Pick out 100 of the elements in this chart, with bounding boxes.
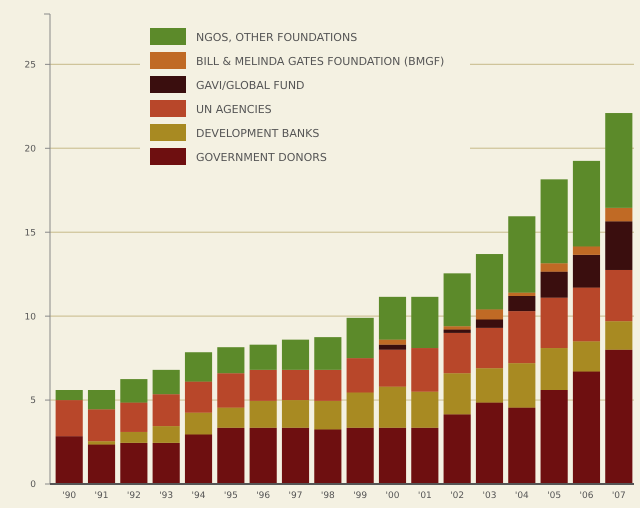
bar: [605, 321, 632, 350]
x-tick-label: '90: [62, 491, 76, 501]
y-tick-label: 20: [24, 144, 36, 154]
bar: [217, 428, 244, 484]
bar: [508, 296, 536, 312]
legend-label: GOVERNMENT DONORS: [196, 150, 327, 164]
x-tick-label: '06: [580, 491, 594, 501]
bar: [508, 311, 536, 364]
bar: [411, 348, 438, 392]
bar: [476, 254, 504, 310]
bar: [605, 350, 632, 484]
x-tick-label: '01: [418, 491, 432, 501]
bar: [378, 386, 406, 428]
bar: [217, 347, 244, 374]
bar: [282, 428, 310, 484]
bar: [572, 254, 600, 288]
bar: [56, 436, 83, 484]
bar: [572, 341, 600, 372]
bar: [88, 409, 116, 442]
bar: [378, 350, 406, 387]
bar: [540, 263, 568, 272]
bar: [250, 400, 277, 428]
bar: [184, 382, 212, 413]
x-tick-label: '93: [159, 491, 174, 501]
y-tick-label: 10: [24, 312, 36, 322]
bar: [152, 370, 180, 394]
y-tick-label: 15: [24, 228, 36, 238]
bar: [572, 246, 600, 255]
bar: [572, 288, 600, 342]
bar: [444, 414, 471, 484]
bar: [411, 392, 438, 428]
bar: [476, 368, 504, 403]
bar: [605, 270, 632, 322]
bar: [184, 352, 212, 382]
x-tick-label: '03: [482, 491, 496, 501]
bar: [508, 408, 536, 484]
bar: [540, 298, 568, 348]
legend-label: NGOS, OTHER FOUNDATIONS: [196, 30, 358, 44]
bar: [282, 370, 310, 400]
bar: [444, 332, 471, 374]
bar: [250, 370, 277, 401]
bar: [346, 318, 374, 358]
bar: [88, 441, 116, 445]
bar: [378, 344, 406, 350]
bar: [152, 442, 180, 484]
bar: [605, 208, 632, 222]
y-tick-label: 0: [30, 480, 36, 490]
y-tick-label: 5: [30, 396, 36, 406]
bar: [184, 412, 212, 434]
bar: [120, 442, 148, 484]
bar: [184, 434, 212, 484]
bar: [508, 292, 536, 296]
bar: [152, 394, 180, 426]
x-tick-label: '97: [288, 491, 302, 501]
x-tick-label: '99: [353, 491, 368, 501]
x-tick-label: '91: [94, 491, 108, 501]
x-tick-label: '04: [514, 491, 530, 501]
bar: [346, 428, 374, 484]
bar: [217, 408, 244, 428]
bar: [444, 273, 471, 326]
bar: [572, 160, 600, 246]
bar: [314, 337, 342, 370]
bar: [540, 390, 568, 484]
legend-label: BILL & MELINDA GATES FOUNDATION (BMGF): [196, 54, 444, 68]
bar: [540, 348, 568, 390]
bar: [572, 372, 600, 484]
bar: [250, 428, 277, 484]
bar: [508, 363, 536, 408]
bar: [314, 370, 342, 401]
bar: [152, 426, 180, 443]
bar: [411, 428, 438, 484]
bar: [120, 402, 148, 432]
bar: [56, 390, 83, 400]
legend-label: DEVELOPMENT BANKS: [196, 126, 320, 140]
bar: [88, 444, 116, 484]
bar: [250, 344, 277, 370]
bar: [217, 373, 244, 408]
bar: [120, 379, 148, 403]
bar: [444, 373, 471, 414]
x-tick-label: '92: [126, 491, 141, 501]
bar: [476, 309, 504, 320]
bar: [314, 400, 342, 430]
legend-label: GAVI/GLOBAL FUND: [196, 78, 305, 92]
x-tick-label: '95: [224, 491, 238, 501]
bar: [378, 296, 406, 340]
bar: [120, 432, 148, 443]
bar: [346, 392, 374, 428]
bar: [378, 428, 406, 484]
bar: [540, 272, 568, 298]
bar: [476, 402, 504, 484]
bar: [88, 390, 116, 410]
x-tick-label: '94: [192, 491, 206, 501]
x-tick-label: '05: [547, 491, 562, 501]
x-tick-label: '96: [256, 491, 270, 501]
legend-label: UN AGENCIES: [196, 102, 272, 116]
bar: [605, 113, 632, 208]
bar: [444, 330, 471, 333]
bar: [476, 320, 504, 328]
bar: [314, 429, 342, 484]
bar: [540, 179, 568, 264]
